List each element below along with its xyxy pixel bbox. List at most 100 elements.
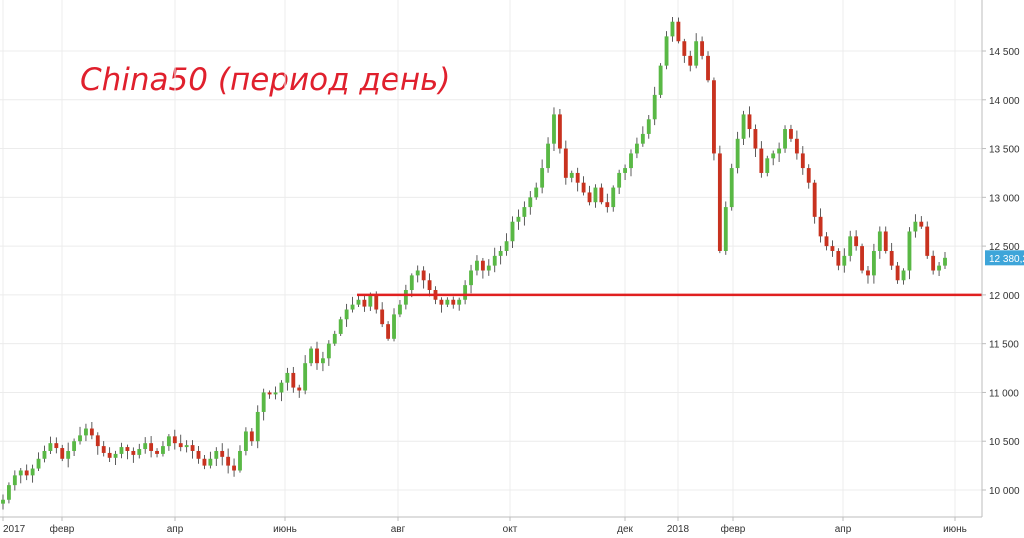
- candle-body: [220, 450, 225, 457]
- candle-body: [907, 231, 912, 271]
- candle-body: [563, 148, 568, 178]
- candle-body: [925, 226, 930, 256]
- candle-body: [569, 172, 574, 178]
- candle-body: [451, 299, 456, 305]
- candle-body: [611, 187, 616, 208]
- candle-body: [42, 450, 47, 459]
- candle-body: [694, 41, 699, 66]
- candle-body: [866, 270, 870, 276]
- y-tick-label: 14 500: [989, 47, 1020, 58]
- candle-body: [931, 255, 936, 271]
- candle-body: [510, 221, 515, 242]
- candle-body: [700, 41, 705, 56]
- candle-body: [172, 436, 177, 444]
- candle-body: [89, 428, 94, 436]
- candle-body: [249, 431, 254, 442]
- candle-body: [48, 443, 53, 451]
- candle-body: [682, 41, 687, 56]
- candle-body: [937, 265, 942, 271]
- candle-body: [842, 255, 847, 266]
- candle-body: [303, 363, 308, 391]
- candle-body: [386, 324, 391, 339]
- candle-body: [332, 333, 337, 344]
- grid: [0, 0, 982, 517]
- candle-body: [848, 236, 853, 256]
- candle-body: [557, 114, 562, 149]
- candle-body: [445, 299, 450, 305]
- y-tick-label: 11 000: [989, 388, 1019, 399]
- candle-body: [190, 445, 195, 451]
- candle-body: [18, 470, 23, 476]
- candle-body: [409, 275, 414, 291]
- x-tick-label: апр: [835, 524, 852, 535]
- candle-body: [712, 80, 716, 154]
- candle-body: [818, 216, 823, 237]
- candle-body: [291, 372, 296, 388]
- candle-body: [196, 450, 201, 459]
- x-tick-label: авг: [391, 524, 406, 535]
- candle-body: [439, 299, 444, 305]
- candle-body: [676, 21, 681, 42]
- candle-body: [860, 246, 864, 271]
- candle-body: [599, 187, 604, 203]
- y-tick-label: 14 000: [989, 96, 1020, 107]
- candle-body: [184, 445, 189, 448]
- candle-body: [789, 129, 793, 139]
- candle-body: [1, 499, 5, 504]
- candle-body: [380, 309, 385, 325]
- candle-body: [243, 431, 248, 451]
- candle-body: [824, 236, 829, 247]
- candle-body: [646, 119, 651, 134]
- candle-body: [107, 452, 112, 458]
- candle-body: [765, 158, 770, 173]
- candle-body: [72, 441, 77, 451]
- candle-body: [315, 348, 319, 364]
- candle-body: [498, 250, 503, 256]
- candle-body: [24, 470, 29, 476]
- candle-body: [297, 387, 302, 391]
- candle-body: [877, 231, 882, 251]
- x-tick-label: окт: [503, 524, 518, 535]
- candle-body: [777, 148, 782, 154]
- candle-body: [362, 299, 367, 307]
- candle-body: [95, 435, 100, 447]
- candle-body: [238, 450, 242, 471]
- candle-body: [161, 446, 165, 454]
- candle-body: [629, 153, 633, 169]
- candle-body: [279, 382, 284, 393]
- candle-body: [943, 257, 947, 266]
- candle-body: [735, 138, 740, 169]
- candle-body: [552, 114, 556, 144]
- candle-body: [208, 458, 213, 466]
- candle-body: [36, 458, 41, 469]
- candle-body: [883, 231, 888, 251]
- candle-body: [741, 114, 746, 139]
- candle-body: [688, 55, 693, 66]
- candle-body: [143, 443, 148, 450]
- candle-body: [546, 143, 550, 169]
- candle-body: [344, 309, 349, 320]
- candle-body: [534, 187, 539, 198]
- y-tick-label: 11 500: [989, 340, 1019, 351]
- x-tick-label: апр: [167, 524, 184, 535]
- candle-body: [202, 458, 207, 466]
- candle-body: [403, 290, 408, 305]
- y-tick-label: 10 000: [989, 486, 1020, 497]
- y-tick-label: 12 000: [989, 291, 1020, 302]
- candle-body: [320, 358, 325, 364]
- candle-body: [575, 172, 580, 183]
- candle-body: [463, 285, 468, 300]
- candle-body: [66, 450, 71, 459]
- x-tick-label: февр: [721, 523, 746, 535]
- candle-body: [285, 372, 290, 383]
- candle-body: [166, 436, 171, 447]
- candle-body: [794, 138, 799, 154]
- candle-body: [516, 216, 521, 222]
- candle-body: [871, 250, 876, 276]
- candle-body: [78, 435, 82, 442]
- candle-body: [255, 411, 260, 442]
- candle-body: [214, 450, 219, 459]
- candle-body: [723, 207, 728, 251]
- candle-body: [706, 55, 710, 81]
